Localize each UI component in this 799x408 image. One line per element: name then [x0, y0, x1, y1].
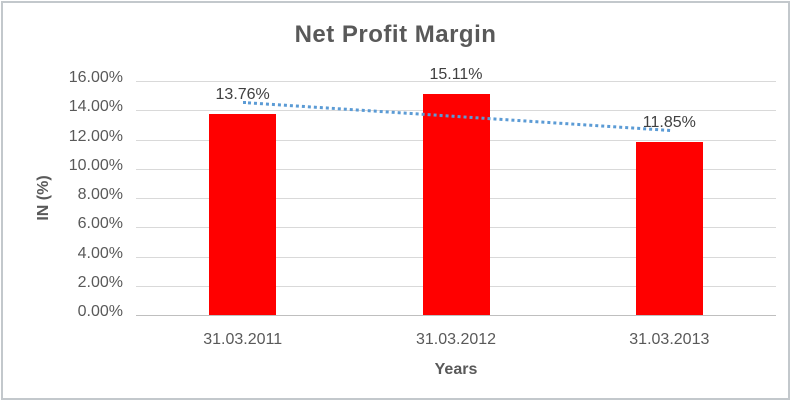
- y-tick-label: 12.00%: [68, 127, 123, 145]
- x-axis-title: Years: [434, 361, 478, 378]
- plot-area: 31.03.2011 31.03.2012 31.03.2013 13.76% 15.1…: [136, 66, 776, 348]
- x-axis-line: [136, 315, 776, 316]
- data-label: 13.76%: [215, 85, 270, 103]
- y-tick-label: 4.00%: [77, 244, 123, 262]
- bar-31.03.2013: [635, 141, 703, 315]
- x-tick-label: 31.03.2011: [203, 331, 283, 348]
- bar-31.03.2012: [422, 94, 490, 315]
- x-tick-label: 31.03.2013: [629, 331, 710, 348]
- y-tick-label: 2.00%: [77, 273, 123, 291]
- x-tick-label: 31.03.2012: [415, 331, 497, 348]
- y-tick-label: 16.00%: [68, 69, 123, 86]
- y-tick-label: 8.00%: [77, 186, 123, 203]
- chart-title: Net Profit Margin: [294, 21, 497, 48]
- y-tick-label: 6.00%: [77, 215, 123, 233]
- y-tick-label: 10.00%: [68, 156, 123, 174]
- y-tick-label: 0.00%: [77, 303, 123, 320]
- gridline: [136, 81, 776, 82]
- bar-31.03.2011: [209, 113, 277, 315]
- data-label: 11.85%: [642, 113, 696, 131]
- y-tick-label: 14.00%: [68, 98, 123, 116]
- data-label: 15.11%: [429, 66, 483, 84]
- chart-frame: Net Profit Margin IN (%) Years 31.03.201…: [1, 1, 790, 400]
